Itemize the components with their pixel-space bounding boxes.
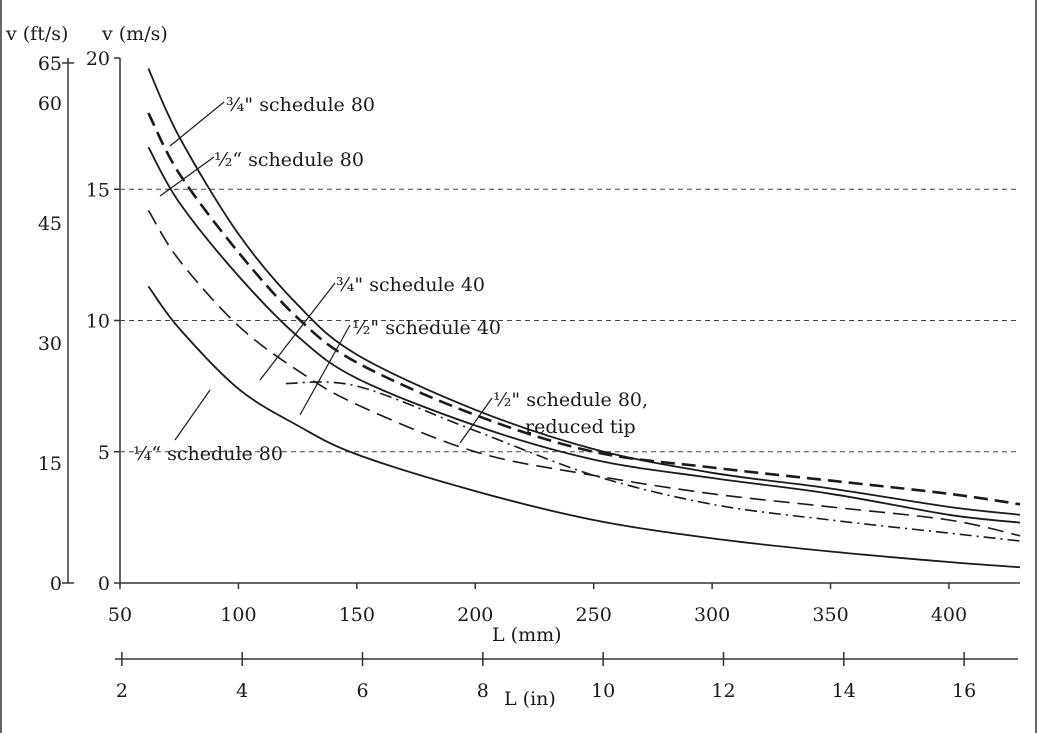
- xtick-label-mm-350: 350: [812, 604, 848, 626]
- series-line-5: [147, 285, 1021, 569]
- xtick-label-mm-300: 300: [694, 604, 730, 626]
- xtick-label-in-10: 10: [591, 680, 615, 702]
- series-line-3: [147, 209, 1021, 537]
- leader-line-4: [459, 397, 493, 444]
- y-axis-title-fts: v (ft/s): [5, 23, 68, 45]
- xtick-label-mm-150: 150: [339, 604, 375, 626]
- series-line-4: [285, 381, 1021, 542]
- ytick-label-fts-0: 0: [50, 573, 62, 595]
- leader-line-5: [174, 389, 211, 441]
- xtick-label-mm-50: 50: [108, 604, 132, 626]
- leader-line-1: [159, 156, 215, 197]
- xtick-label-mm-200: 200: [457, 604, 493, 626]
- x-axis-title-in: L (in): [504, 688, 556, 710]
- xtick-label-mm-100: 100: [220, 604, 256, 626]
- ytick-label-fts-65: 65: [38, 53, 62, 75]
- ytick-label-ms-0: 0: [98, 573, 110, 595]
- xtick-label-in-2: 2: [116, 680, 128, 702]
- series-line-0: [147, 68, 1021, 516]
- ytick-label-fts-30: 30: [38, 333, 62, 355]
- ytick-label-fts-45: 45: [38, 213, 62, 235]
- xtick-label-mm-400: 400: [931, 604, 967, 626]
- leader-line-3: [299, 324, 351, 416]
- label-12-sched80: ½“ schedule 80: [214, 149, 364, 171]
- ytick-label-ms-20: 20: [86, 48, 110, 70]
- ytick-label-ms-15: 15: [86, 179, 110, 201]
- label-14-sched80: ¼“ schedule 80: [133, 443, 283, 465]
- xtick-label-in-12: 12: [711, 680, 735, 702]
- leader-line-2: [259, 282, 336, 381]
- y-axis-title-ms: v (m/s): [101, 23, 168, 45]
- ytick-label-fts-60: 60: [38, 93, 62, 115]
- xtick-label-mm-250: 250: [576, 604, 612, 626]
- xtick-label-in-14: 14: [832, 680, 856, 702]
- series-line-2: [147, 112, 1021, 506]
- xtick-label-in-6: 6: [356, 680, 368, 702]
- xtick-label-in-4: 4: [236, 680, 248, 702]
- xtick-label-in-8: 8: [477, 680, 489, 702]
- ytick-label-ms-10: 10: [86, 311, 110, 333]
- leader-line-0: [169, 101, 225, 147]
- label-12-sched40: ½" schedule 40: [352, 317, 501, 339]
- xtick-label-in-16: 16: [952, 680, 976, 702]
- label-34-sched80: ¾" schedule 80: [226, 94, 375, 116]
- ytick-label-fts-15: 15: [38, 453, 62, 475]
- ytick-label-ms-5: 5: [98, 442, 110, 464]
- label-12-sched80-reduced-b: reduced tip: [525, 416, 636, 438]
- label-34-sched40: ¾" schedule 40: [336, 274, 485, 296]
- series-line-1: [147, 146, 1021, 524]
- x-axis-title-mm: L (mm): [492, 624, 562, 646]
- label-12-sched80-reduced-a: ½" schedule 80,: [493, 389, 648, 411]
